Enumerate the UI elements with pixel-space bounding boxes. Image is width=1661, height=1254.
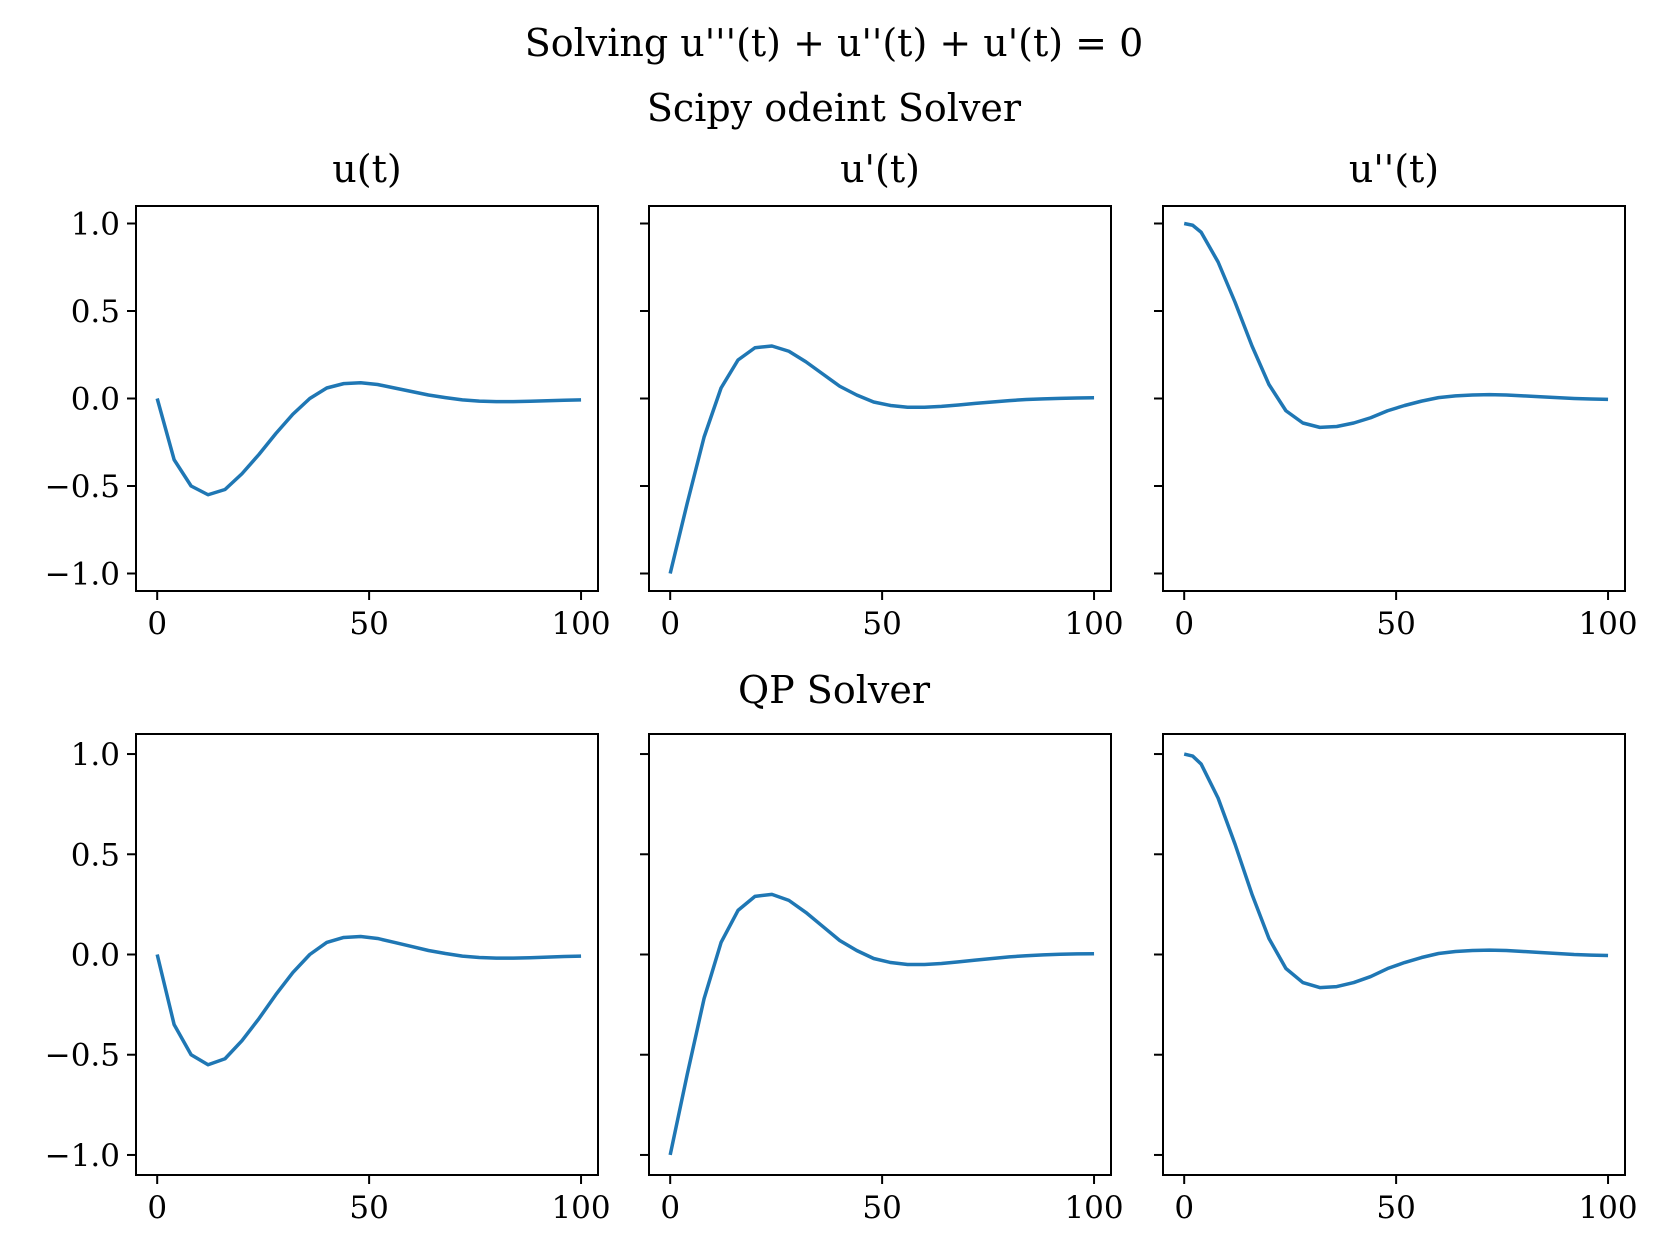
y-tick-label: 0.5 xyxy=(71,294,120,330)
x-tick-label: 50 xyxy=(862,606,901,642)
x-tick-label: 0 xyxy=(1174,1190,1194,1226)
y-tick-label: −0.5 xyxy=(45,1038,120,1074)
axes-r0c0: 0 50 100 1.0 0.5 0.0 −0.5 −1.0 xyxy=(45,205,611,642)
x-tick-label: 100 xyxy=(551,606,610,642)
x-tick-label: 0 xyxy=(1174,606,1194,642)
series-line-u''(t) xyxy=(1183,752,1609,990)
axes-r1c0: 0 50 100 1.0 0.5 0.0 −0.5 −1.0 xyxy=(45,733,611,1226)
x-tick-label: 50 xyxy=(862,1190,901,1226)
y-tick-label: −0.5 xyxy=(45,469,120,505)
y-tick-label: 0.0 xyxy=(71,382,120,418)
series-line-u'(t) xyxy=(668,892,1095,1156)
x-tick-label: 0 xyxy=(660,1190,680,1226)
y-tick-label: 0.5 xyxy=(71,837,120,873)
y-tick-label: 0.0 xyxy=(71,938,120,974)
y-tick-label: −1.0 xyxy=(45,557,120,593)
x-tick-label: 0 xyxy=(660,606,680,642)
axes-r0c2: 0 50 100 xyxy=(1154,205,1638,642)
axes-r1c2: 0 50 100 xyxy=(1154,733,1638,1226)
series-line-u''(t) xyxy=(1183,221,1609,430)
row-title-scipy: Scipy odeint Solver xyxy=(647,86,1022,130)
x-tick-label: 50 xyxy=(349,1190,388,1226)
series-line-u(t) xyxy=(155,381,582,497)
x-tick-label: 100 xyxy=(551,1190,610,1226)
series-line-u'(t) xyxy=(668,344,1095,574)
x-tick-label: 0 xyxy=(147,1190,167,1226)
suptitle: Solving u'''(t) + u''(t) + u'(t) = 0 xyxy=(525,21,1144,65)
axes-layer: 0 50 100 1.0 0.5 0.0 −0.5 −1.0 0 50 100 0 50 100 0 50 10… xyxy=(45,205,1638,1226)
x-tick-label: 50 xyxy=(349,606,388,642)
axes-r0c1: 0 50 100 xyxy=(640,205,1124,642)
x-tick-label: 50 xyxy=(1376,1190,1415,1226)
x-tick-label: 50 xyxy=(1376,606,1415,642)
column-title-u-double-prime: u''(t) xyxy=(1349,147,1439,191)
axes-r1c1: 0 50 100 xyxy=(640,733,1124,1226)
x-tick-label: 100 xyxy=(1064,606,1123,642)
y-tick-label: 1.0 xyxy=(71,207,120,243)
x-tick-label: 0 xyxy=(147,606,167,642)
series-line-u(t) xyxy=(155,934,582,1067)
column-title-u: u(t) xyxy=(332,147,401,191)
row-title-qp: QP Solver xyxy=(738,668,931,712)
y-tick-label: −1.0 xyxy=(45,1138,120,1174)
y-tick-label: 1.0 xyxy=(71,737,120,773)
x-tick-label: 100 xyxy=(1578,1190,1637,1226)
x-tick-label: 100 xyxy=(1578,606,1637,642)
x-tick-label: 100 xyxy=(1064,1190,1123,1226)
column-title-u-prime: u'(t) xyxy=(840,147,920,191)
